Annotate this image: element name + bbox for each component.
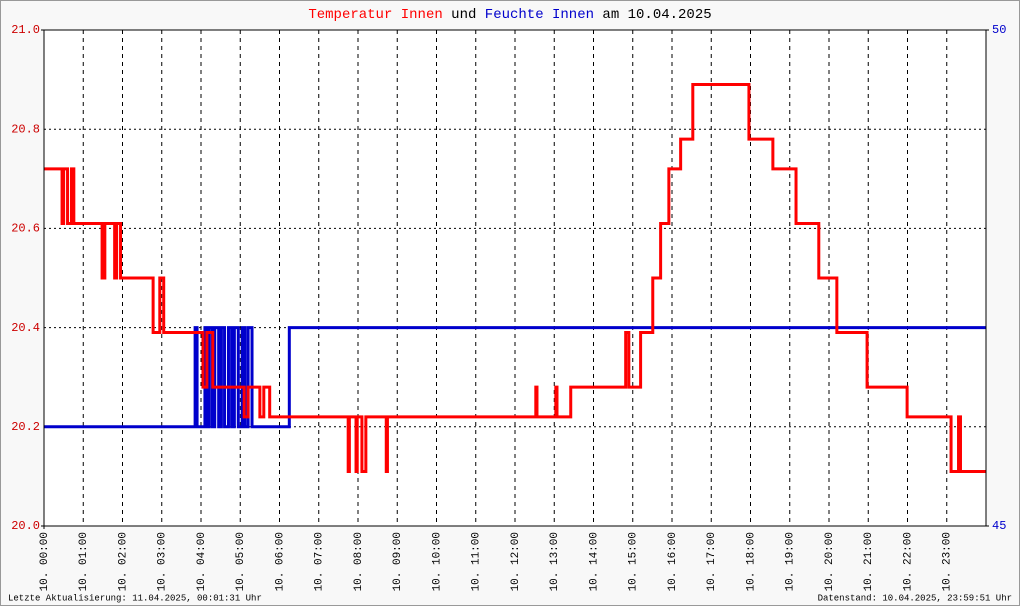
x-tick-label: 10. 22:00 [902,532,914,591]
x-tick-label: 10. 23:00 [942,532,954,591]
y-tick-label: 20.8 [11,122,40,136]
x-tick-label: 10. 11:00 [471,532,483,591]
x-tick-label: 10. 08:00 [353,532,365,591]
series-line [44,83,986,473]
x-tick-label: 10. 00:00 [39,532,51,591]
y-tick-label: 20.4 [11,321,40,335]
x-tick-label: 10. 10:00 [431,532,443,591]
x-tick-label: 10. 12:00 [510,532,522,591]
title-suffix: am 10.04.2025 [602,7,711,23]
y2-tick-label: 45 [992,519,1006,533]
plot-border [43,29,987,527]
x-tick-label: 10. 13:00 [549,532,561,591]
x-tick-label: 10. 07:00 [314,532,326,591]
x-tick-label: 10. 15:00 [628,532,640,591]
x-tick-label: 10. 09:00 [392,532,404,591]
x-tick-label: 10. 04:00 [196,532,208,591]
y2-tick-label: 50 [992,23,1006,37]
x-tick-label: 10. 19:00 [785,532,797,591]
x-tick-label: 10. 06:00 [274,532,286,591]
y-tick-label: 21.0 [11,23,40,37]
footer-left: Letzte Aktualisierung: 11.04.2025, 00:01… [8,593,262,603]
title-series: Temperatur Innen [308,7,442,23]
x-tick-label: 10. 16:00 [667,532,679,591]
footer-right: Datenstand: 10.04.2025, 23:59:51 Uhr [818,593,1012,603]
x-tick-label: 10. 02:00 [117,532,129,591]
x-tick-label: 10. 21:00 [863,532,875,591]
y-tick-label: 20.6 [11,222,40,236]
y-tick-label: 20.0 [11,519,40,533]
chart-title: Temperatur Innen und Feuchte Innen am 10… [308,7,711,23]
x-tick-label: 10. 05:00 [235,532,247,591]
x-tick-label: 10. 20:00 [824,532,836,591]
series-line [44,326,986,429]
x-tick-label: 10. 14:00 [588,532,600,591]
x-tick-label: 10. 18:00 [745,532,757,591]
title-connector: und [451,7,476,23]
x-tick-label: 10. 03:00 [157,532,169,591]
y-tick-label: 20.2 [11,420,40,434]
x-tick-label: 10. 17:00 [706,532,718,591]
title-series: Feuchte Innen [485,7,594,23]
x-tick-label: 10. 01:00 [78,532,90,591]
